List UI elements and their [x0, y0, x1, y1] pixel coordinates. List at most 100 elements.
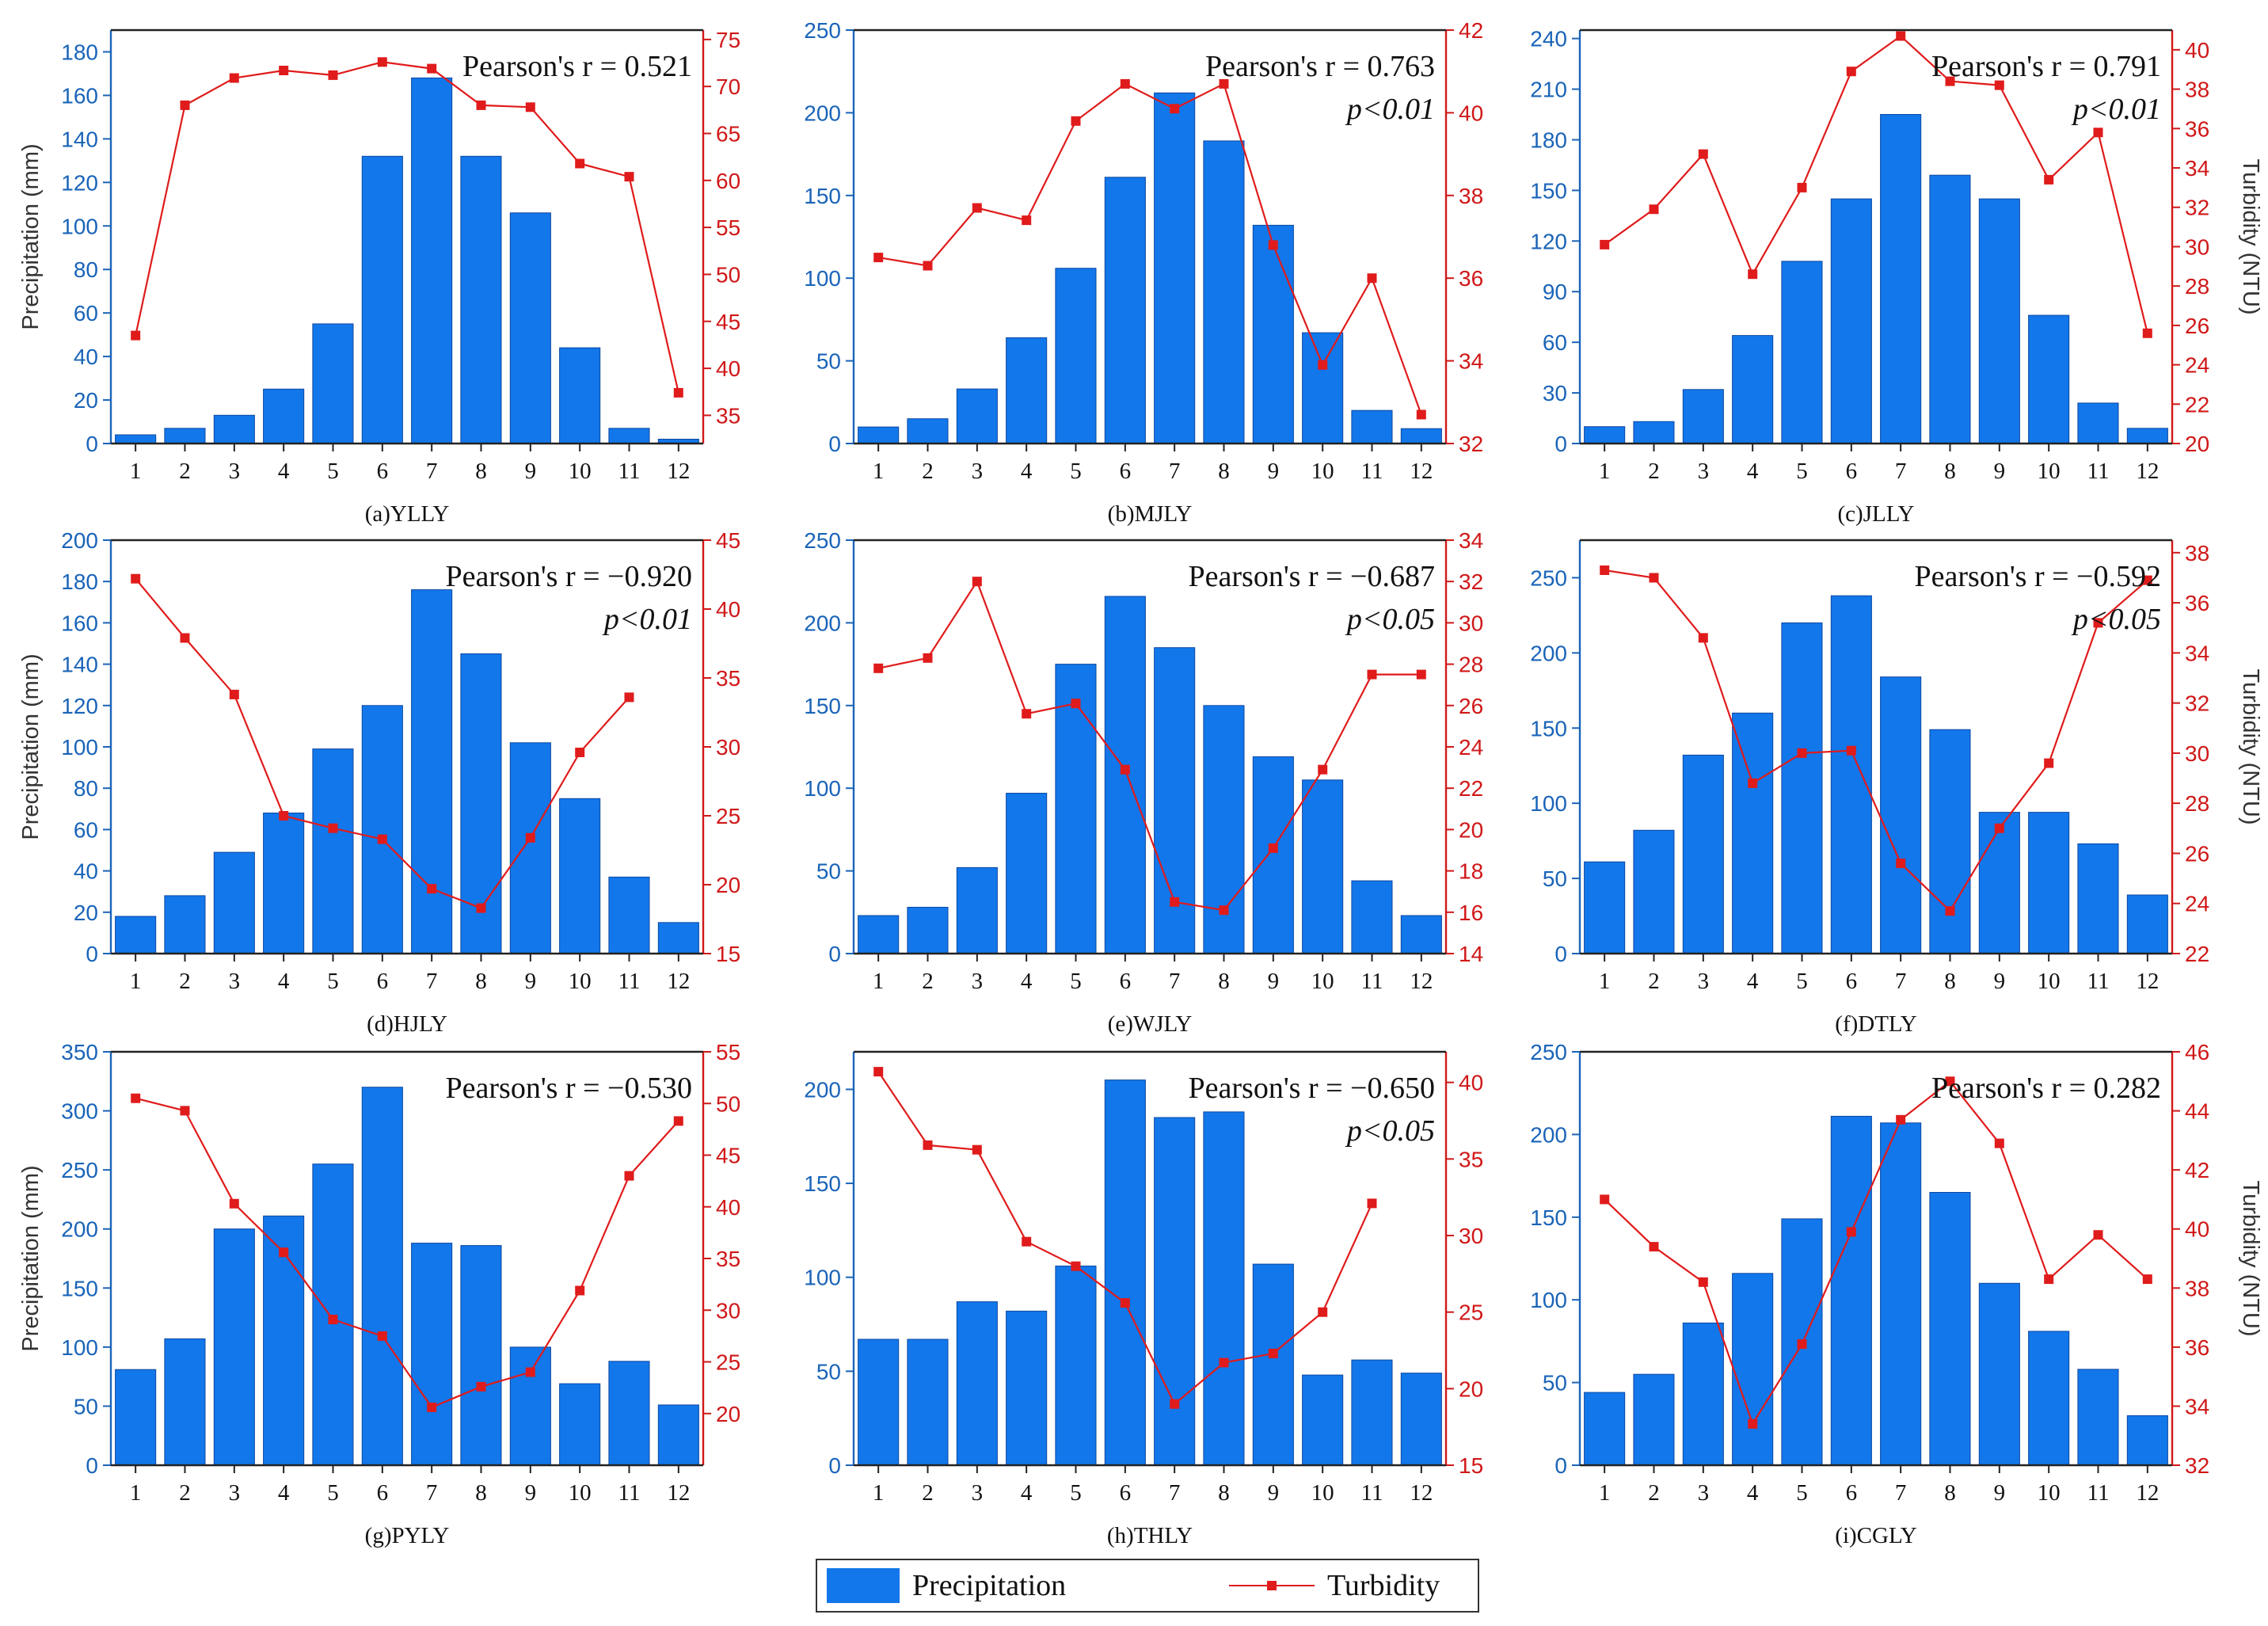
panel-bmjly-ytick-left-label: 0 [828, 432, 841, 456]
panel-cjlly-ytick-right-label: 24 [2185, 353, 2209, 378]
panel-hthly-turbidity-point-3 [972, 1144, 982, 1155]
panel-fdtly-turbidity-point-6 [1846, 745, 1856, 756]
panel-dhjly-turbidity-point-8 [476, 903, 486, 913]
panel-dhjly-turbidity-point-7 [427, 884, 437, 894]
panel-bmjly-pearson-annotation: Pearson's r = 0.763 [1205, 50, 1435, 83]
panel-bmjly-xtick-label: 4 [1021, 459, 1033, 484]
panel-hthly-turbidity-point-11 [1367, 1198, 1377, 1209]
panel-bmjly-turbidity-point-1 [873, 253, 884, 263]
panel-dhjly-turbidity-point-10 [575, 748, 585, 757]
panel-aylly-ytick-left-label: 120 [61, 170, 98, 195]
panel-bmjly-turbidity-point-6 [1120, 78, 1130, 89]
panel-ewjly-xtick-label: 1 [873, 969, 885, 994]
panel-aylly-bar-5 [312, 323, 354, 444]
panel-ewjly-turbidity-point-10 [1318, 764, 1328, 775]
panel-aylly-ytick-left-label: 100 [61, 214, 98, 238]
panel-bmjly-turbidity-point-12 [1416, 409, 1426, 420]
panel-aylly-turbidity-point-10 [575, 158, 585, 169]
panel-ewjly-ytick-left-label: 250 [804, 528, 841, 553]
legend-turbidity-label: Turbidity [1327, 1569, 1440, 1602]
panel-icgly-turbidity-point-1 [1600, 1194, 1610, 1205]
panel-hthly-xtick-label: 1 [873, 1480, 885, 1506]
panel-dhjly-ytick-left-label: 180 [61, 569, 98, 594]
panel-ewjly-ytick-right-label: 34 [1459, 528, 1483, 553]
panel-cjlly-turbidity-line [1604, 35, 2148, 334]
panel-hthly-xtick-label: 3 [972, 1480, 984, 1506]
panel-hthly-pvalue-annotation: p<0.05 [1345, 1114, 1435, 1148]
panel-cjlly-bar-1 [1584, 426, 1626, 444]
panel-icgly-ytick-left-label: 250 [1530, 1040, 1567, 1064]
panel-hthly-turbidity-point-7 [1170, 1399, 1180, 1409]
panel-aylly-ytick-left-label: 140 [61, 127, 98, 151]
panel-gpyly-xtick-label: 8 [475, 1480, 487, 1506]
panel-ewjly-ytick-right-label: 28 [1459, 653, 1483, 677]
panel-hthly-bar-5 [1055, 1266, 1097, 1466]
panel-bmjly-xtick-label: 6 [1120, 459, 1132, 484]
panel-dhjly-bar-11 [608, 876, 650, 954]
panel-dhjly-ytick-right-label: 30 [716, 735, 740, 760]
panel-cjlly-bar-8 [1929, 174, 1971, 444]
panel-fdtly-ytick-right-label: 38 [2185, 541, 2209, 565]
panel-ewjly-xtick-label: 3 [972, 969, 984, 994]
panel-ewjly-bar-1 [858, 915, 900, 954]
panel-fdtly-xtick-label: 5 [1796, 969, 1808, 994]
panel-cjlly-turbidity-point-6 [1846, 67, 1856, 77]
panel-gpyly-bar-3 [213, 1228, 255, 1466]
panel-gpyly-turbidity-point-1 [131, 1093, 141, 1103]
panel-dhjly-bar-2 [164, 895, 206, 954]
panel-cjlly-ytick-right-label: 26 [2185, 314, 2209, 338]
panel-fdtly-bar-3 [1682, 754, 1724, 954]
panel-fdtly-ytick-right-label: 26 [2185, 841, 2209, 866]
panel-dhjly-turbidity-point-5 [328, 823, 338, 833]
panel-ewjly-xtick-label: 5 [1070, 969, 1082, 994]
panel-icgly-turbidity-point-3 [1698, 1277, 1708, 1287]
panel-hthly-turbidity-point-10 [1318, 1307, 1328, 1317]
panel-fdtly-pvalue-annotation: p<0.05 [2071, 603, 2161, 636]
panel-aylly-turbidity-point-5 [328, 70, 338, 80]
panel-cjlly-ytick-left-label: 90 [1543, 280, 1567, 304]
panel-icgly-xtick-label: 8 [1944, 1480, 1956, 1506]
panel-aylly-ytick-left-label: 160 [61, 83, 98, 108]
panel-hthly-xtick-label: 8 [1218, 1480, 1230, 1506]
panel-ewjly-pvalue-annotation: p<0.05 [1345, 603, 1435, 636]
panel-icgly-xtick-label: 3 [1698, 1480, 1710, 1506]
panel-gpyly-bar-11 [608, 1361, 650, 1466]
panel-gpyly-pearson-annotation: Pearson's r = −0.530 [446, 1072, 692, 1105]
panel-aylly-xtick-label: 8 [475, 459, 487, 484]
panel-cjlly-ytick-left-label: 210 [1530, 78, 1567, 102]
panel-hthly-bar-7 [1154, 1117, 1196, 1466]
panel-ewjly-ytick-right-label: 18 [1459, 859, 1483, 884]
panel-cjlly-pvalue-annotation: p<0.01 [2071, 93, 2161, 126]
panel-bmjly-xtick-label: 5 [1070, 459, 1082, 484]
panel-fdtly-xtick-label: 2 [1648, 969, 1660, 994]
panel-hthly-turbidity-point-6 [1120, 1298, 1130, 1308]
panel-dhjly-ytick-right-label: 45 [716, 528, 740, 553]
panel-bmjly-xtick-label: 3 [972, 459, 984, 484]
panel-gpyly-bar-9 [509, 1346, 551, 1466]
panel-cjlly-bar-4 [1732, 335, 1774, 444]
panel-gpyly-xtick-label: 4 [278, 1480, 290, 1506]
panel-ewjly-bar-8 [1203, 705, 1245, 954]
panel-gpyly-turbidity-point-11 [624, 1171, 634, 1181]
panel-dhjly-xtick-label: 7 [426, 969, 438, 994]
panel-bmjly-ytick-right-label: 34 [1459, 349, 1483, 374]
panel-fdtly-ytick-right-label: 24 [2185, 892, 2209, 916]
panel-bmjly-bar-12 [1400, 428, 1442, 444]
panel-icgly-xtick-label: 1 [1599, 1480, 1611, 1506]
panel-hthly-ytick-right-label: 40 [1459, 1071, 1483, 1095]
legend-precipitation-label: Precipitation [912, 1569, 1067, 1602]
panel-dhjly-ytick-left-label: 120 [61, 694, 98, 718]
panel-dhjly-turbidity-point-4 [279, 811, 289, 821]
panel-aylly-turbidity-point-12 [673, 387, 683, 398]
panel-bmjly-title: (b)MJLY [1108, 501, 1193, 527]
panel-aylly: 0204060801001201401601803540455055606570… [18, 28, 740, 527]
panel-aylly-xtick-label: 6 [377, 459, 389, 484]
panel-ewjly-xtick-label: 8 [1218, 969, 1230, 994]
panel-dhjly-ytick-left-label: 100 [61, 735, 98, 760]
panel-hthly-bar-6 [1104, 1080, 1146, 1466]
panel-aylly-ytick-left-label: 180 [61, 40, 98, 64]
panel-aylly-ytick-right-label: 75 [716, 28, 740, 52]
panel-icgly-bar-10 [2028, 1331, 2070, 1466]
panel-gpyly-bar-8 [460, 1245, 502, 1466]
